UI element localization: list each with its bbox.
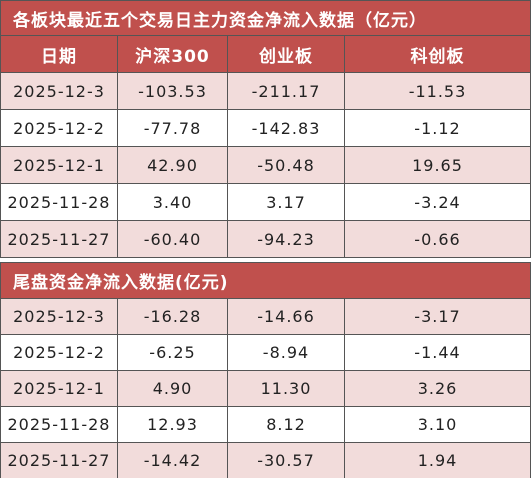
- data-row: 2025-12-2 -77.78 -142.83 -1.12: [0, 110, 531, 147]
- cell: -94.23: [228, 221, 345, 258]
- cell: 2025-12-1: [0, 147, 118, 184]
- cell: -14.42: [118, 443, 228, 478]
- cell: 1.94: [345, 443, 531, 478]
- cell: 19.65: [345, 147, 531, 184]
- cell: 42.90: [118, 147, 228, 184]
- cell: 2025-11-28: [0, 184, 118, 221]
- cell: 2025-12-2: [0, 110, 118, 147]
- cell: 日期: [0, 36, 118, 73]
- cell: 4.90: [118, 371, 228, 407]
- table-title: 尾盘资金净流入数据(亿元): [0, 262, 531, 299]
- cell: 3.40: [118, 184, 228, 221]
- cell: -60.40: [118, 221, 228, 258]
- cell: -11.53: [345, 73, 531, 110]
- cell: 3.26: [345, 371, 531, 407]
- cell: 科创板: [345, 36, 531, 73]
- header-row: 日期 沪深300 创业板 科创板: [0, 36, 531, 73]
- cell: -30.57: [228, 443, 345, 478]
- cell: 3.17: [228, 184, 345, 221]
- data-row: 2025-12-1 42.90 -50.48 19.65: [0, 147, 531, 184]
- data-row: 2025-12-1 4.90 11.30 3.26: [0, 371, 531, 407]
- cell: -0.66: [345, 221, 531, 258]
- table-title: 各板块最近五个交易日主力资金净流入数据（亿元）: [0, 0, 531, 36]
- data-row: 2025-11-27 -60.40 -94.23 -0.66: [0, 221, 531, 258]
- cell: -142.83: [228, 110, 345, 147]
- cell: 2025-12-3: [0, 299, 118, 335]
- cell: 12.93: [118, 407, 228, 443]
- cell: -6.25: [118, 335, 228, 371]
- cell: 11.30: [228, 371, 345, 407]
- data-row: 2025-11-27 -14.42 -30.57 1.94: [0, 443, 531, 478]
- data-row: 2025-12-2 -6.25 -8.94 -1.44: [0, 335, 531, 371]
- data-row: 2025-11-28 12.93 8.12 3.10: [0, 407, 531, 443]
- cell: -1.44: [345, 335, 531, 371]
- cell: 8.12: [228, 407, 345, 443]
- cell: -103.53: [118, 73, 228, 110]
- cell: -16.28: [118, 299, 228, 335]
- cell: 2025-12-1: [0, 371, 118, 407]
- cell: 2025-11-28: [0, 407, 118, 443]
- cell: 3.10: [345, 407, 531, 443]
- cell: -14.66: [228, 299, 345, 335]
- cell: 2025-11-27: [0, 443, 118, 478]
- cell: -50.48: [228, 147, 345, 184]
- cell: -3.17: [345, 299, 531, 335]
- data-row: 2025-12-3 -16.28 -14.66 -3.17: [0, 299, 531, 335]
- cell: 沪深300: [118, 36, 228, 73]
- cell: -211.17: [228, 73, 345, 110]
- cell: -3.24: [345, 184, 531, 221]
- cell: 2025-12-3: [0, 73, 118, 110]
- cell: 创业板: [228, 36, 345, 73]
- cell: -8.94: [228, 335, 345, 371]
- cell: -77.78: [118, 110, 228, 147]
- data-row: 2025-12-3 -103.53 -211.17 -11.53: [0, 73, 531, 110]
- cell: 2025-11-27: [0, 221, 118, 258]
- cell: 2025-12-2: [0, 335, 118, 371]
- data-row: 2025-11-28 3.40 3.17 -3.24: [0, 184, 531, 221]
- cell: -1.12: [345, 110, 531, 147]
